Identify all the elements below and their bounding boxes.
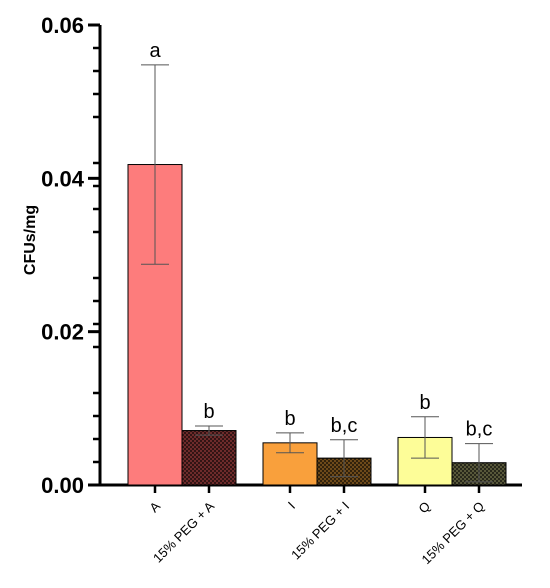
bars xyxy=(127,164,507,486)
significance-label: a xyxy=(149,40,161,62)
axes: 0.00 0.02 0.04 0.06 xyxy=(41,13,522,498)
y-axis-label: CFUs/mg xyxy=(22,205,39,275)
significance-label: b xyxy=(284,408,295,430)
significance-label: b xyxy=(419,392,430,414)
significance-label: b,c xyxy=(466,419,493,441)
error-bars xyxy=(141,64,493,483)
significance-label: b xyxy=(203,401,214,423)
bar-pattern xyxy=(181,430,237,486)
x-tick-label: A xyxy=(146,498,163,515)
y-tick-label: 0.02 xyxy=(41,320,84,345)
y-tick-label: 0.06 xyxy=(41,13,84,38)
x-tick-label: Q xyxy=(415,499,433,517)
y-tick-label: 0.04 xyxy=(41,166,85,191)
x-tick-label: 15% PEG + I xyxy=(288,499,352,563)
x-tick-label: I xyxy=(285,499,298,512)
significance-label: b,c xyxy=(331,415,358,437)
y-tick-label: 0.00 xyxy=(41,473,84,498)
